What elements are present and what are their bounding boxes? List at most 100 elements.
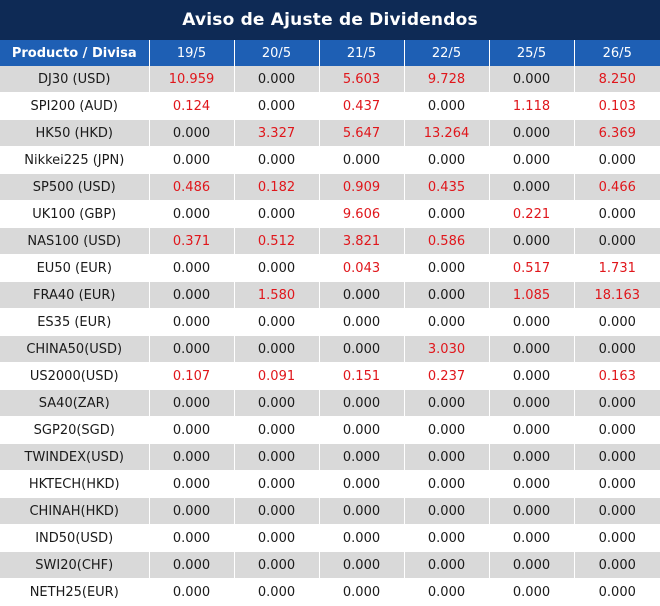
dividend-value-cell: 0.512 xyxy=(234,227,320,255)
product-cell: EU50 (EUR) xyxy=(0,254,150,282)
product-cell: US2000(USD) xyxy=(0,362,150,390)
dividend-value-cell: 0.000 xyxy=(404,200,490,228)
table-row: SWI20(CHF) 0.000 0.000 0.000 0.000 0.000 0.000 xyxy=(0,551,660,579)
dividend-value-cell: 0.000 xyxy=(319,578,405,606)
dividend-value-cell: 0.000 xyxy=(319,308,405,336)
dividend-value-cell: 0.000 xyxy=(489,524,575,552)
dividend-value-cell: 0.000 xyxy=(319,146,405,174)
dividend-value-cell: 0.043 xyxy=(319,254,405,282)
dividend-value-cell: 0.000 xyxy=(574,470,660,498)
dividend-value-cell: 0.000 xyxy=(234,389,320,417)
dividend-value-cell: 0.000 xyxy=(234,308,320,336)
table-row: CHINA50(USD) 0.000 0.000 0.000 3.030 0.000 0.0… xyxy=(0,335,660,363)
dividend-value-cell: 0.000 xyxy=(489,497,575,525)
dividend-value-cell: 0.151 xyxy=(319,362,405,390)
dividend-value-cell: 9.728 xyxy=(404,66,490,93)
dividend-value-cell: 0.000 xyxy=(234,92,320,120)
product-cell: NETH25(EUR) xyxy=(0,578,150,606)
dividend-value-cell: 0.000 xyxy=(404,389,490,417)
dividend-value-cell: 0.107 xyxy=(149,362,235,390)
dividend-value-cell: 0.000 xyxy=(489,119,575,147)
table-row: NETH25(EUR) 0.000 0.000 0.000 0.000 0.000 0.00… xyxy=(0,578,660,606)
column-header-date: 22/5 xyxy=(404,40,490,66)
dividend-value-cell: 0.000 xyxy=(489,227,575,255)
dividend-value-cell: 6.369 xyxy=(574,119,660,147)
column-header-row: Producto / Divisa 19/5 20/5 21/5 22/5 25… xyxy=(0,40,660,66)
dividend-value-cell: 5.603 xyxy=(319,66,405,93)
dividend-value-cell: 3.327 xyxy=(234,119,320,147)
dividend-value-cell: 0.000 xyxy=(149,281,235,309)
table-row: UK100 (GBP) 0.000 0.000 9.606 0.000 0.221 0.00… xyxy=(0,200,660,228)
dividend-value-cell: 0.000 xyxy=(234,524,320,552)
table-row: CHINAH(HKD) 0.000 0.000 0.000 0.000 0.000 0.00… xyxy=(0,497,660,525)
dividend-value-cell: 0.000 xyxy=(234,200,320,228)
dividend-value-cell: 0.000 xyxy=(234,497,320,525)
dividend-value-cell: 0.000 xyxy=(489,146,575,174)
dividend-value-cell: 0.163 xyxy=(574,362,660,390)
dividend-value-cell: 0.000 xyxy=(149,551,235,579)
dividend-value-cell: 13.264 xyxy=(404,119,490,147)
dividend-value-cell: 0.000 xyxy=(489,362,575,390)
dividend-value-cell: 0.000 xyxy=(489,335,575,363)
dividend-value-cell: 0.435 xyxy=(404,173,490,201)
product-cell: CHINAH(HKD) xyxy=(0,497,150,525)
dividend-value-cell: 1.731 xyxy=(574,254,660,282)
column-header-date: 26/5 xyxy=(574,40,660,66)
product-cell: CHINA50(USD) xyxy=(0,335,150,363)
dividend-value-cell: 0.000 xyxy=(574,497,660,525)
table-row: IND50(USD) 0.000 0.000 0.000 0.000 0.000 0.000 xyxy=(0,524,660,552)
dividend-value-cell: 0.000 xyxy=(234,443,320,471)
dividend-value-cell: 0.000 xyxy=(319,524,405,552)
dividend-value-cell: 0.000 xyxy=(234,470,320,498)
dividend-value-cell: 0.000 xyxy=(489,389,575,417)
dividend-value-cell: 0.000 xyxy=(234,146,320,174)
dividend-value-cell: 0.000 xyxy=(149,578,235,606)
dividend-value-cell: 0.000 xyxy=(404,497,490,525)
product-cell: UK100 (GBP) xyxy=(0,200,150,228)
dividend-value-cell: 0.000 xyxy=(574,200,660,228)
dividend-value-cell: 0.103 xyxy=(574,92,660,120)
dividend-value-cell: 0.000 xyxy=(489,416,575,444)
table-row: FRA40 (EUR) 0.000 1.580 0.000 0.000 1.085 18.1… xyxy=(0,281,660,309)
product-cell: HK50 (HKD) xyxy=(0,119,150,147)
product-cell: SA40(ZAR) xyxy=(0,389,150,417)
dividend-value-cell: 0.000 xyxy=(234,578,320,606)
table-row: HK50 (HKD) 0.000 3.327 5.647 13.264 0.000 6.36… xyxy=(0,119,660,147)
dividend-value-cell: 0.371 xyxy=(149,227,235,255)
dividend-value-cell: 0.000 xyxy=(319,443,405,471)
product-cell: ES35 (EUR) xyxy=(0,308,150,336)
dividend-value-cell: 0.000 xyxy=(404,92,490,120)
dividend-value-cell: 0.000 xyxy=(574,416,660,444)
dividend-value-cell: 0.000 xyxy=(574,146,660,174)
dividend-value-cell: 0.000 xyxy=(319,470,405,498)
dividend-value-cell: 0.000 xyxy=(574,551,660,579)
product-cell: SGP20(SGD) xyxy=(0,416,150,444)
dividend-value-cell: 0.000 xyxy=(404,470,490,498)
dividend-value-cell: 0.091 xyxy=(234,362,320,390)
dividend-value-cell: 0.221 xyxy=(489,200,575,228)
dividend-value-cell: 0.000 xyxy=(489,443,575,471)
table-row: DJ30 (USD) 10.959 0.000 5.603 9.728 0.000 8.25… xyxy=(0,66,660,93)
dividend-value-cell: 0.000 xyxy=(149,497,235,525)
column-header-product: Producto / Divisa xyxy=(0,40,150,66)
dividend-value-cell: 0.000 xyxy=(149,470,235,498)
table-row: EU50 (EUR) 0.000 0.000 0.043 0.000 0.517 1.731 xyxy=(0,254,660,282)
table-row: TWINDEX(USD) 0.000 0.000 0.000 0.000 0.000 0.0… xyxy=(0,443,660,471)
dividend-value-cell: 0.000 xyxy=(489,470,575,498)
dividend-table: Producto / Divisa 19/5 20/5 21/5 22/5 25… xyxy=(0,40,660,606)
table-row: SA40(ZAR) 0.000 0.000 0.000 0.000 0.000 0.000 xyxy=(0,389,660,417)
table-row: SGP20(SGD) 0.000 0.000 0.000 0.000 0.000 0.000 xyxy=(0,416,660,444)
dividend-value-cell: 0.000 xyxy=(404,551,490,579)
dividend-value-cell: 0.000 xyxy=(489,308,575,336)
dividend-value-cell: 9.606 xyxy=(319,200,405,228)
dividend-value-cell: 0.909 xyxy=(319,173,405,201)
dividend-value-cell: 5.647 xyxy=(319,119,405,147)
dividend-value-cell: 0.000 xyxy=(404,416,490,444)
dividend-value-cell: 0.000 xyxy=(149,524,235,552)
dividend-value-cell: 0.000 xyxy=(574,308,660,336)
table-row: NAS100 (USD) 0.371 0.512 3.821 0.586 0.000 0.0… xyxy=(0,227,660,255)
dividend-value-cell: 0.000 xyxy=(149,335,235,363)
dividend-value-cell: 0.000 xyxy=(234,66,320,93)
dividend-value-cell: 0.000 xyxy=(404,146,490,174)
